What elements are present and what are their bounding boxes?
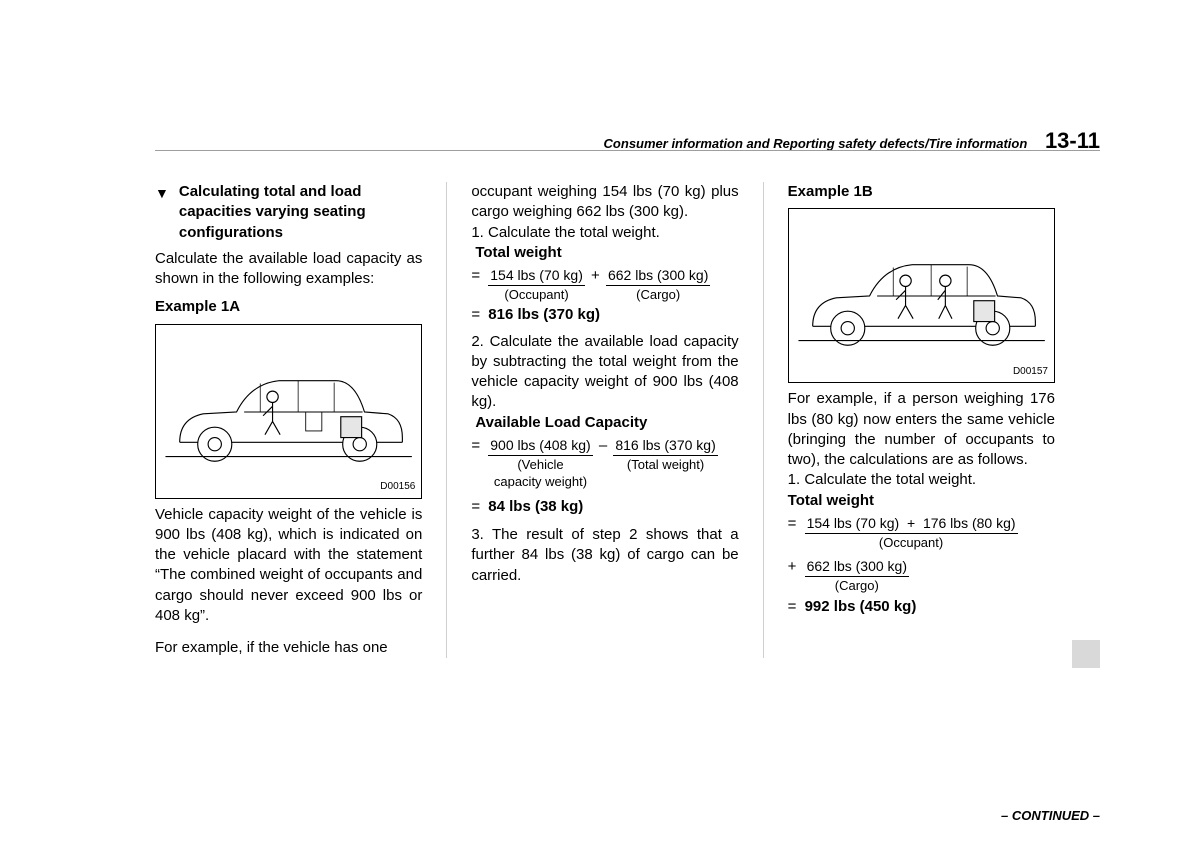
col3-tw-calc-row2: + 662 lbs (300 kg) (Cargo)	[788, 557, 1055, 594]
col3-cargo-term: 662 lbs (300 kg) (Cargo)	[805, 557, 909, 594]
col3-tw-result: = 992 lbs (450 kg)	[788, 597, 1055, 617]
header-rule	[155, 150, 1100, 151]
col2-step3: 3. The result of step 2 shows that a fur…	[471, 525, 738, 586]
col3-occupant-sum: 154 lbs (70 kg) + 176 lbs (80 kg) (Occup…	[805, 514, 1018, 551]
col2-step2: 2. Calculate the available load capacity…	[471, 332, 738, 413]
example-1a-label: Example 1A	[155, 297, 422, 317]
figure-1a: D00156	[155, 324, 422, 499]
figure-1b: D00157	[788, 208, 1055, 383]
column-3: Example 1B	[788, 182, 1055, 658]
col3-tw-calc-row1: = 154 lbs (70 kg) + 176 lbs (80 kg) (Occ…	[788, 514, 1055, 551]
page: Consumer information and Reporting safet…	[0, 0, 1200, 698]
total-weight-calc: = 154 lbs (70 kg) (Occupant) + 662 lbs (…	[471, 266, 738, 303]
header-text: Consumer information and Reporting safet…	[604, 136, 1028, 151]
alc-calc: = 900 lbs (408 kg) (Vehicle capacity wei…	[471, 436, 738, 491]
column-divider-1	[446, 182, 447, 658]
continued-label: – CONTINUED –	[1001, 808, 1100, 823]
section-title: Calculating total and load capacities va…	[179, 182, 422, 243]
alc-label: Available Load Capacity	[475, 413, 738, 433]
alc-result: = 84 lbs (38 kg)	[471, 497, 738, 517]
figure-ref-1b: D00157	[1013, 365, 1048, 379]
col2-step1: 1. Calculate the total weight.	[471, 223, 738, 243]
car-diagram-1a	[156, 325, 421, 498]
totalweight-term: 816 lbs (370 kg) (Total weight)	[613, 436, 717, 473]
triangle-icon: ▼	[155, 182, 169, 243]
equals-sign: =	[471, 266, 480, 286]
column-divider-2	[763, 182, 764, 658]
vehicle-capacity-term: 900 lbs (408 kg) (Vehicle capacity weigh…	[488, 436, 592, 491]
car-diagram-1b	[789, 209, 1054, 382]
col1-para1: Vehicle capacity weight of the vehicle i…	[155, 505, 422, 627]
col3-step1: 1. Calculate the total weight.	[788, 470, 1055, 490]
occupant-term: 154 lbs (70 kg) (Occupant)	[488, 266, 585, 303]
plus-sign: +	[591, 266, 600, 286]
col1-para2: For example, if the vehicle has one	[155, 638, 422, 658]
minus-sign: –	[599, 436, 607, 456]
section-heading: ▼ Calculating total and load capacities …	[155, 182, 422, 243]
thumb-tab	[1072, 640, 1100, 668]
figure-ref-1a: D00156	[380, 480, 415, 494]
columns: ▼ Calculating total and load capacities …	[155, 182, 1055, 658]
col3-para1: For example, if a person weighing 176 lb…	[788, 389, 1055, 470]
total-weight-result: = 816 lbs (370 kg)	[471, 305, 738, 325]
total-weight-label: Total weight	[475, 243, 738, 263]
intro-text: Calculate the available load capacity as…	[155, 249, 422, 290]
column-1: ▼ Calculating total and load capacities …	[155, 182, 422, 658]
example-1b-label: Example 1B	[788, 182, 1055, 202]
cargo-term: 662 lbs (300 kg) (Cargo)	[606, 266, 710, 303]
column-2: occupant weighing 154 lbs (70 kg) plus c…	[471, 182, 738, 658]
col3-tw-label: Total weight	[788, 491, 1055, 511]
col2-para-top: occupant weighing 154 lbs (70 kg) plus c…	[471, 182, 738, 223]
